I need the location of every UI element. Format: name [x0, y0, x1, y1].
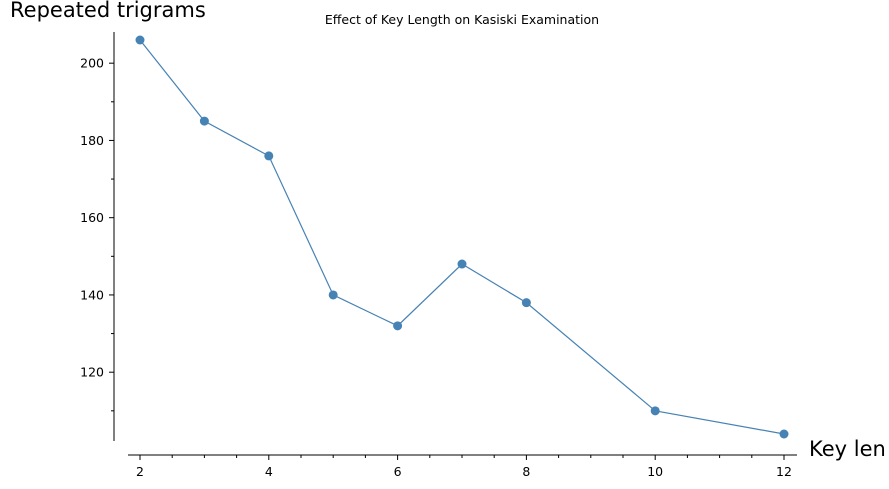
data-points: [135, 35, 789, 439]
y-ticks: 120 140 160 180 200: [80, 56, 114, 412]
data-point: [521, 298, 531, 308]
x-axis-label: Key len: [809, 437, 886, 461]
x-ticks: 2 4 6 8 10 12: [136, 455, 792, 479]
x-tick-label: 4: [265, 464, 273, 479]
data-point: [264, 151, 274, 161]
x-tick-label: 8: [522, 464, 530, 479]
x-tick-label: 2: [136, 464, 144, 479]
y-tick-label: 180: [80, 133, 104, 148]
y-tick-label: 160: [80, 210, 104, 225]
data-point: [650, 406, 660, 416]
y-axis-label: Repeated trigrams: [10, 0, 206, 22]
data-point: [328, 290, 338, 300]
data-point: [199, 116, 209, 126]
y-tick-label: 200: [80, 56, 104, 71]
y-tick-label: 120: [80, 365, 104, 380]
chart-title: Effect of Key Length on Kasiski Examinat…: [325, 12, 599, 27]
x-tick-label: 12: [776, 464, 792, 479]
x-tick-label: 6: [394, 464, 402, 479]
data-point: [135, 35, 145, 45]
y-tick-label: 140: [80, 287, 104, 302]
series-line: [139, 39, 785, 435]
data-point: [779, 429, 789, 439]
x-tick-label: 10: [647, 464, 663, 479]
data-point: [457, 259, 467, 269]
data-point: [393, 321, 403, 331]
